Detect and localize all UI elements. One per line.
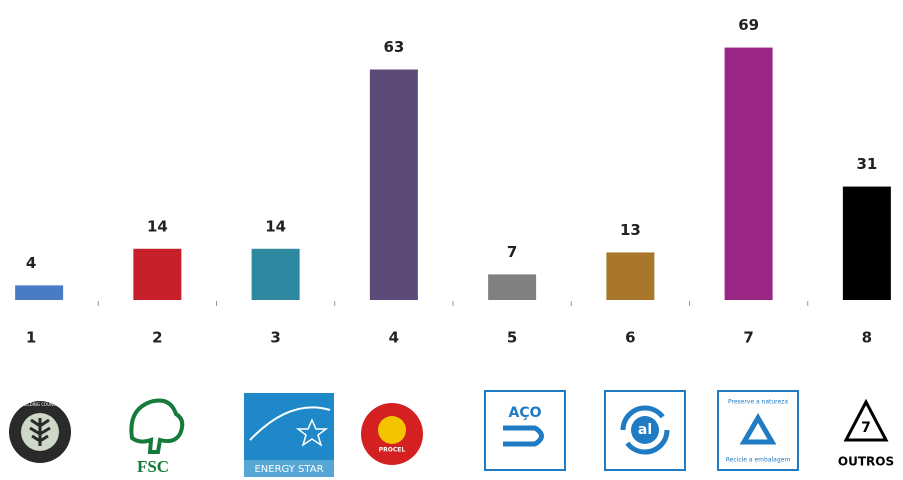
fsc-tree (129, 398, 185, 454)
x-tick-label: 6 (625, 329, 635, 347)
outros-text: OUTROS (838, 455, 894, 469)
value-label: 31 (856, 155, 877, 173)
aco-magnet (503, 425, 544, 447)
al-circle (631, 416, 659, 444)
energy-star (295, 418, 329, 447)
bar (724, 47, 773, 300)
energy-text: ENERGY STAR (254, 464, 323, 475)
x-tick-label: 2 (152, 329, 162, 347)
bar (251, 248, 300, 300)
x-tick-label: 7 (743, 329, 753, 347)
al-text: al (638, 422, 652, 438)
outros-triangle (843, 398, 889, 442)
x-tick-label: 1 (26, 329, 36, 347)
value-label: 63 (383, 38, 404, 56)
logos: GREEN BUILDING COUNCIL BRASIL FSC ENERGY… (5, 390, 894, 477)
value-label: 14 (265, 217, 286, 235)
procel-bulb (378, 416, 406, 444)
energy-swoosh (249, 406, 331, 441)
procel-text: PROCEL (379, 447, 406, 454)
bar (15, 285, 64, 300)
bar (369, 69, 418, 300)
aco-text: AÇO (508, 405, 541, 421)
x-tick-label: 3 (270, 329, 280, 347)
x-tick-label: 8 (862, 329, 872, 347)
gbc-leaf (29, 418, 51, 446)
value-label: 4 (26, 254, 36, 272)
bar (606, 252, 655, 300)
value-label: 69 (738, 16, 759, 34)
x-tick-label: 5 (507, 329, 517, 347)
recycle-arrows (739, 413, 777, 445)
value-label: 7 (507, 243, 517, 261)
value-label: 14 (147, 217, 168, 235)
bar (133, 248, 182, 300)
recycle-box (717, 390, 799, 471)
recycle-bottom-text: Recicle a embalagem (726, 457, 791, 464)
energy-band (244, 460, 334, 477)
al-arrows (620, 405, 670, 455)
x-tick-label: 4 (389, 329, 399, 347)
value-label: 13 (620, 221, 641, 239)
fsc-text: FSC (137, 457, 169, 476)
recycle-top-text: Preserve a natureza (728, 399, 788, 406)
bar (842, 186, 891, 300)
bar (488, 274, 537, 300)
outros-number: 7 (861, 420, 871, 436)
gbc-text: GREEN BUILDING COUNCIL BRASIL (5, 402, 75, 407)
